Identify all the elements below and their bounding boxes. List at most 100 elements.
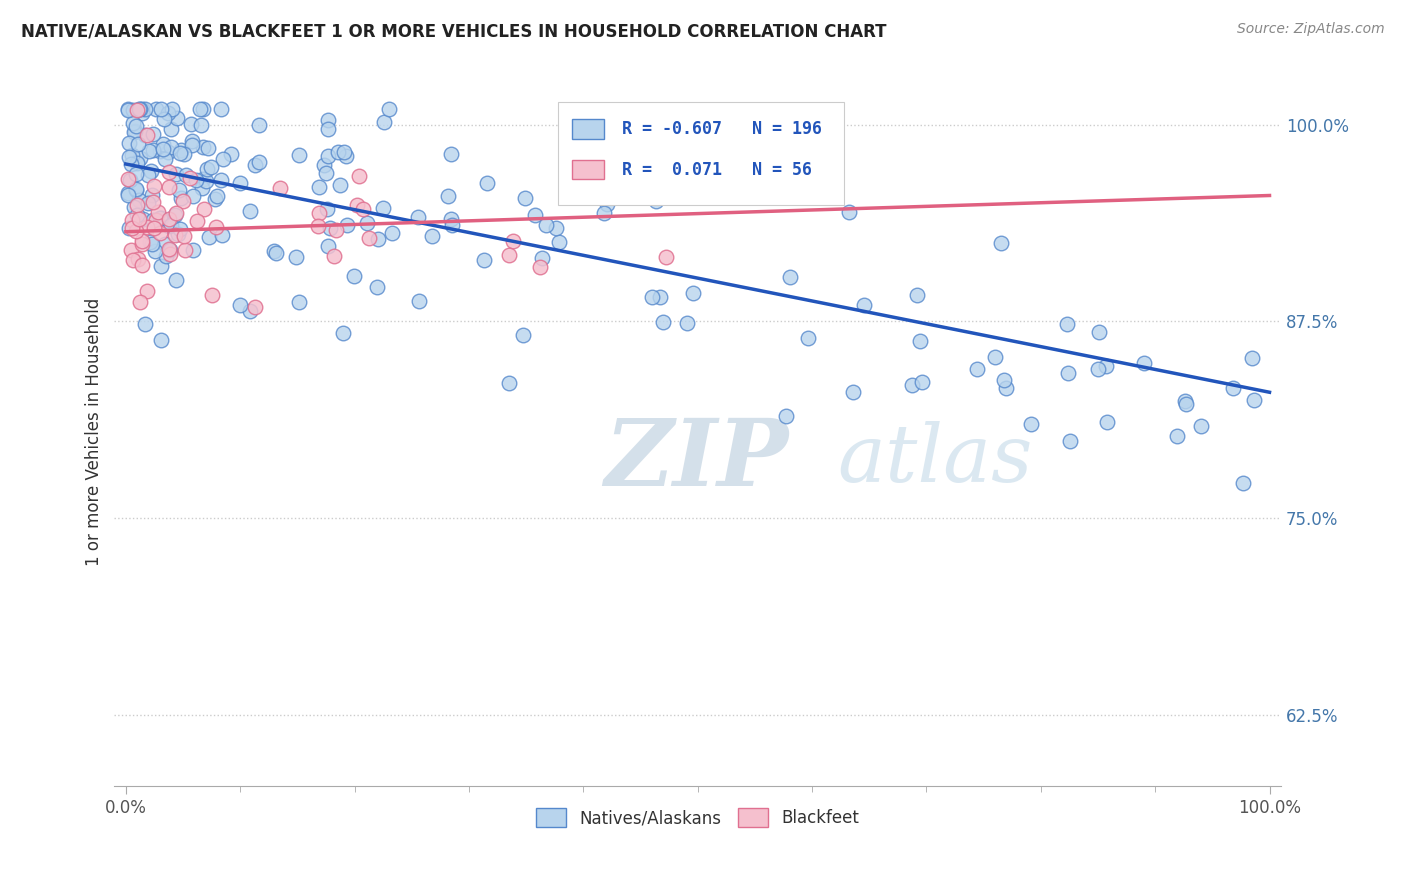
Point — [157, 165, 180, 179]
Point — [838, 204, 860, 219]
Point — [529, 260, 551, 274]
Point — [163, 227, 186, 242]
Point — [149, 144, 172, 158]
Point — [547, 235, 569, 250]
Point — [163, 209, 186, 223]
Point — [160, 218, 183, 232]
Point — [195, 174, 218, 188]
Point — [356, 215, 378, 229]
Point — [316, 122, 339, 136]
Point — [205, 220, 228, 235]
Point — [775, 409, 797, 423]
Point — [229, 176, 252, 190]
Point — [498, 248, 520, 262]
Point — [408, 210, 430, 224]
Point — [371, 201, 394, 215]
Point — [308, 179, 330, 194]
Point — [373, 115, 395, 129]
Point — [121, 103, 143, 117]
Point — [134, 102, 156, 116]
Point — [143, 179, 166, 194]
Point — [167, 227, 190, 241]
Point — [966, 362, 988, 376]
FancyBboxPatch shape — [572, 120, 605, 139]
Point — [1166, 428, 1188, 442]
Point — [316, 202, 339, 216]
Point — [366, 280, 388, 294]
Point — [128, 211, 150, 226]
Point — [269, 181, 291, 195]
Point — [128, 294, 150, 309]
Point — [149, 102, 172, 116]
Point — [408, 294, 430, 309]
Point — [546, 221, 568, 235]
Point — [315, 166, 337, 180]
Point — [142, 128, 165, 142]
Point — [796, 331, 818, 345]
Point — [211, 228, 233, 243]
Point — [239, 304, 262, 318]
Point — [574, 182, 596, 196]
Point — [146, 204, 169, 219]
Point — [352, 202, 374, 216]
Point — [159, 219, 181, 233]
Point — [138, 195, 160, 210]
Point — [852, 298, 875, 312]
Point — [347, 169, 370, 183]
Point — [181, 137, 204, 152]
Point — [641, 290, 664, 304]
Point — [165, 167, 187, 181]
Point — [191, 181, 214, 195]
Point — [165, 273, 187, 287]
Point — [523, 208, 546, 222]
Point — [183, 189, 205, 203]
Point — [150, 333, 173, 347]
Point — [770, 169, 793, 184]
Point — [472, 253, 495, 268]
Point — [900, 378, 922, 392]
Point — [166, 111, 188, 125]
Point — [994, 381, 1017, 395]
Point — [152, 136, 174, 151]
Point — [121, 221, 143, 235]
FancyBboxPatch shape — [558, 103, 844, 205]
Point — [1132, 356, 1154, 370]
Point — [245, 158, 267, 172]
Point — [127, 137, 149, 152]
Point — [131, 235, 153, 249]
Text: NATIVE/ALASKAN VS BLACKFEET 1 OR MORE VEHICLES IN HOUSEHOLD CORRELATION CHART: NATIVE/ALASKAN VS BLACKFEET 1 OR MORE VE… — [21, 22, 887, 40]
Point — [174, 244, 197, 258]
Point — [117, 102, 139, 116]
Point — [193, 102, 215, 116]
Point — [346, 198, 368, 212]
Point — [149, 211, 172, 225]
Legend: Natives/Alaskans, Blackfeet: Natives/Alaskans, Blackfeet — [530, 802, 866, 834]
Point — [145, 102, 167, 116]
Point — [319, 221, 342, 235]
Point — [475, 176, 498, 190]
Point — [128, 102, 150, 116]
Point — [193, 202, 215, 216]
Point — [129, 151, 152, 165]
Point — [441, 218, 464, 232]
Point — [308, 205, 330, 219]
Point — [332, 326, 354, 340]
Point — [118, 221, 141, 235]
Point — [1175, 397, 1198, 411]
Point — [157, 179, 180, 194]
Point — [181, 134, 204, 148]
Point — [125, 208, 148, 222]
Point — [420, 229, 443, 244]
Point — [1241, 351, 1264, 366]
Point — [131, 102, 153, 116]
Point — [247, 119, 270, 133]
Point — [117, 186, 139, 201]
Point — [198, 229, 221, 244]
Point — [212, 152, 235, 166]
Point — [136, 220, 159, 235]
Point — [156, 106, 179, 120]
Point — [326, 145, 349, 159]
Point — [122, 253, 145, 268]
Point — [1019, 417, 1042, 432]
Point — [128, 194, 150, 208]
